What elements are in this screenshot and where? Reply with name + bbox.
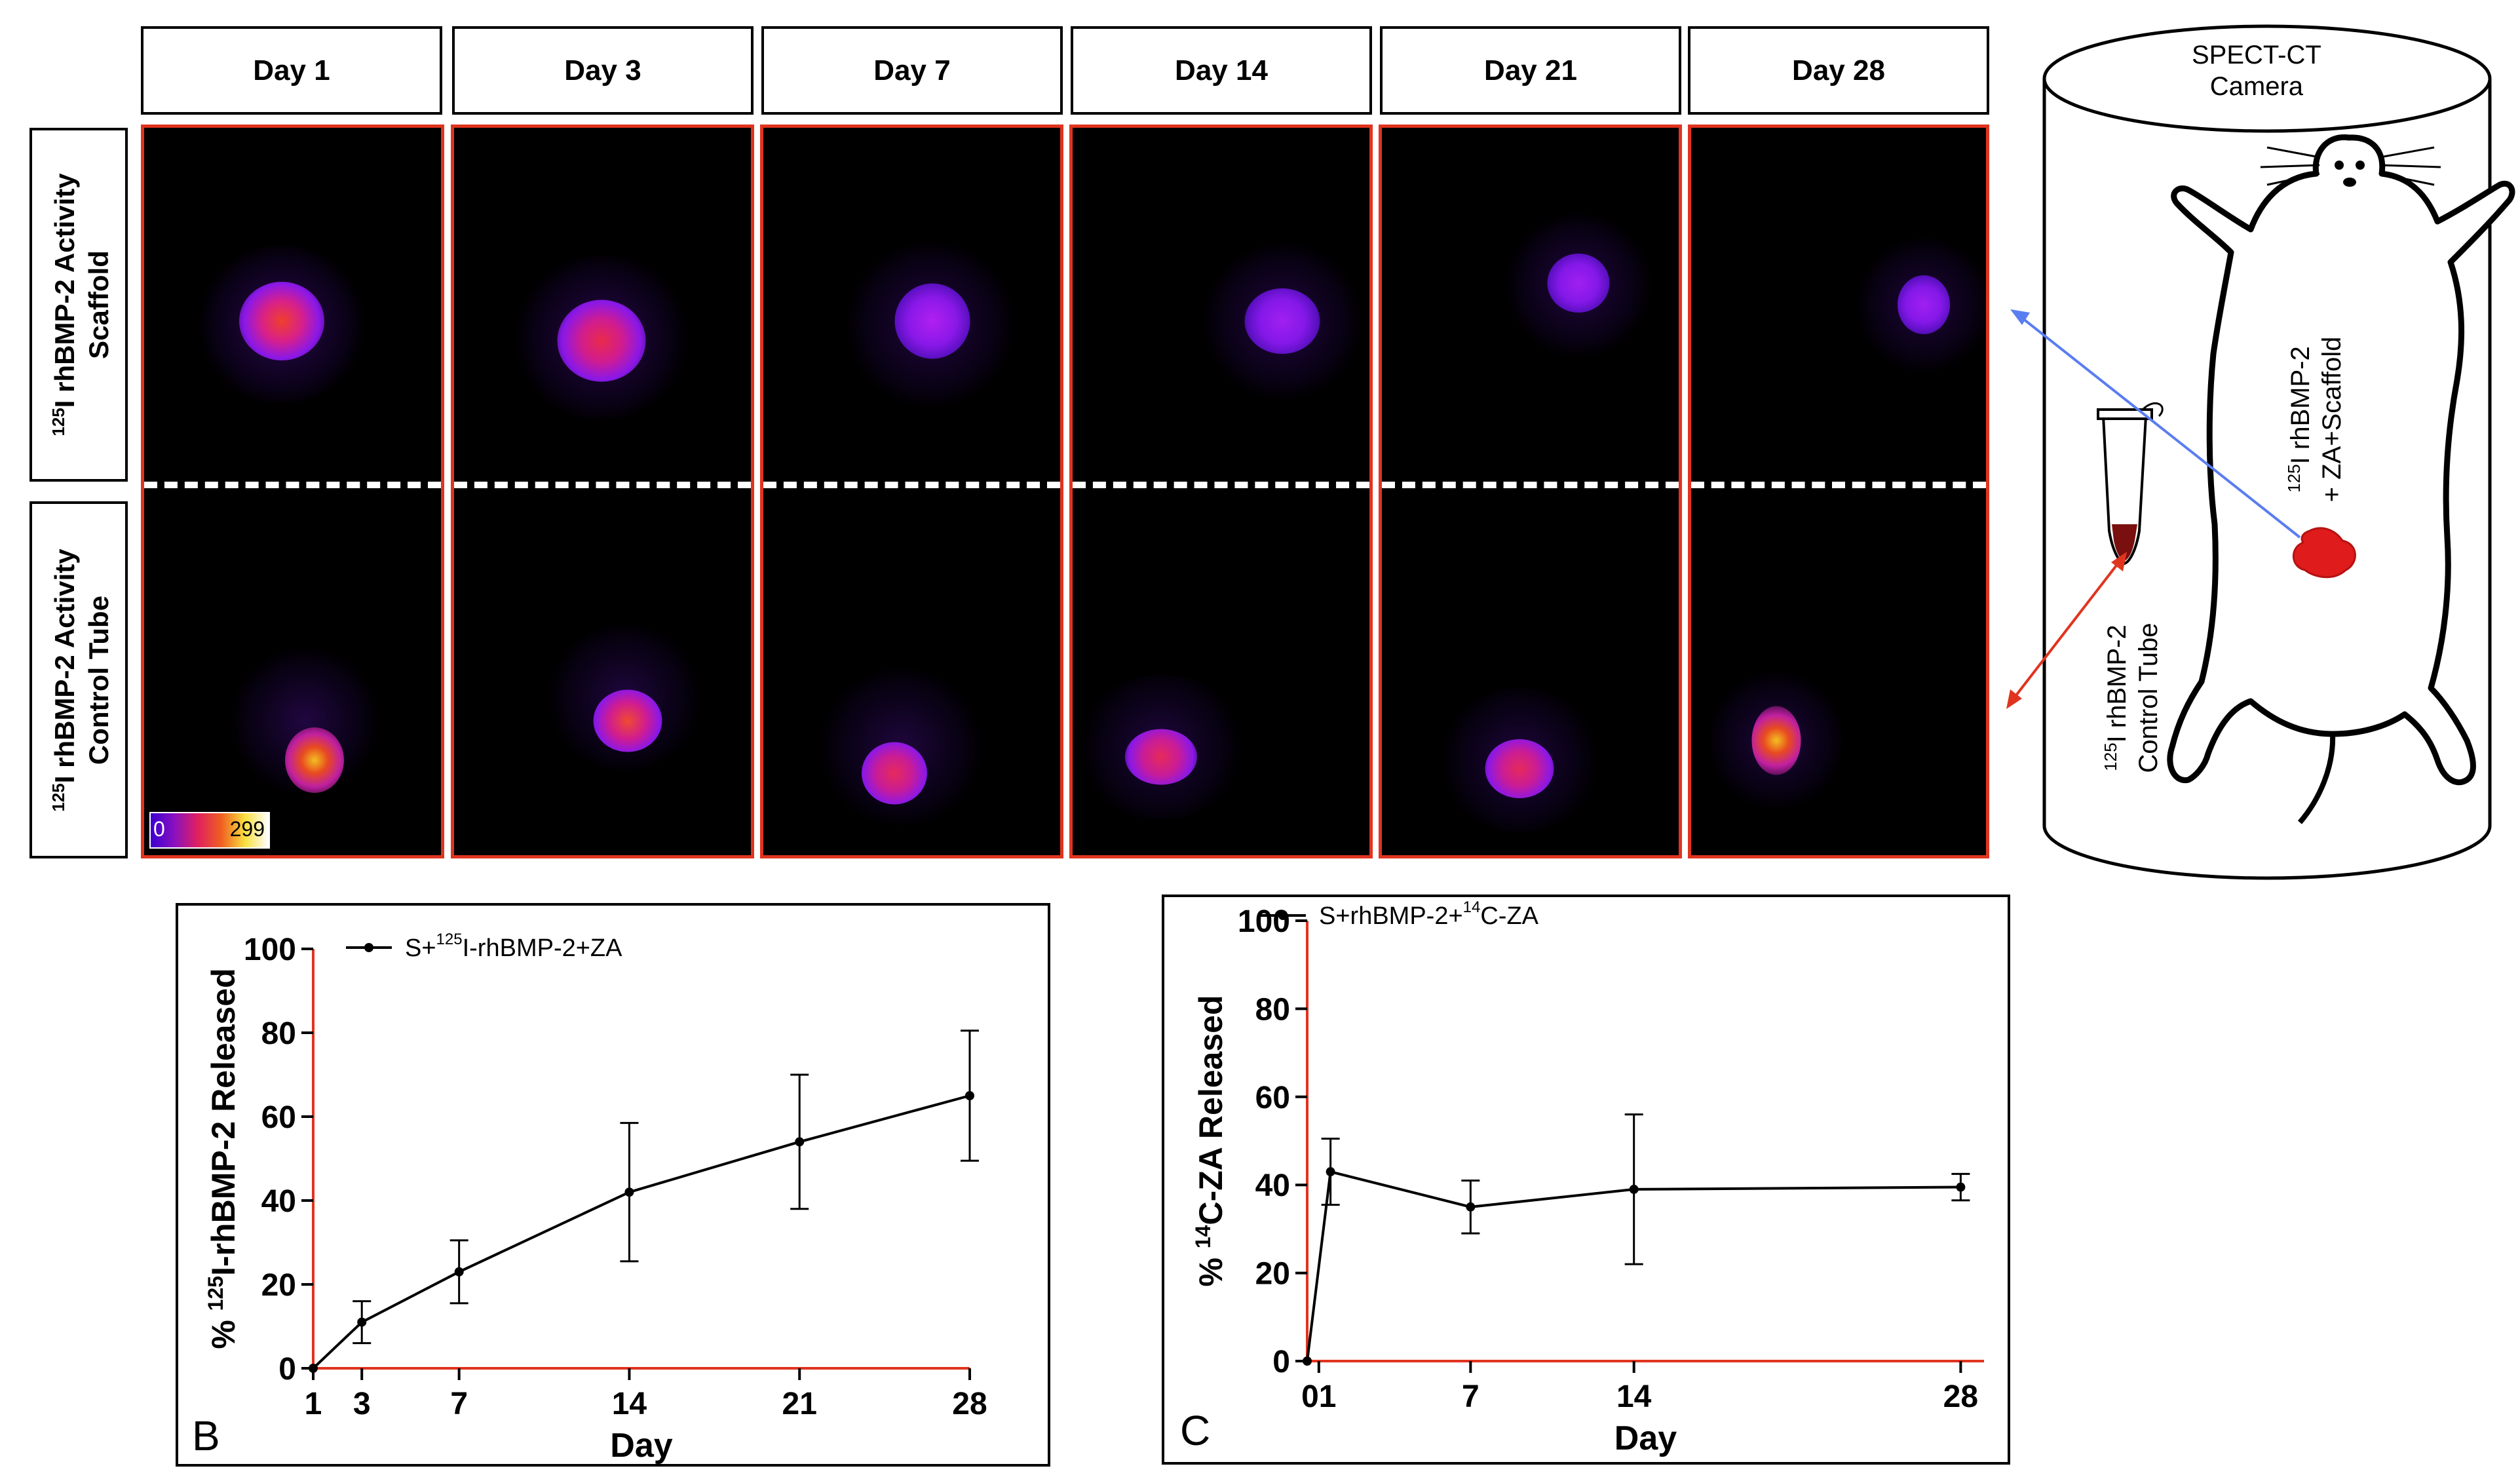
spect-image-day-1: 0 299 [141, 125, 444, 858]
spect-image-day-3 [451, 125, 754, 858]
tube-label-sup: 125 [2100, 742, 2120, 771]
data-point [624, 1187, 634, 1197]
scaffold-label-line1: I rhBMP-2 [2286, 346, 2316, 465]
row-label-control-tube: 125I rhBMP-2 Activity Control Tube [29, 501, 128, 858]
camera-label-line1: SPECT-CT [2192, 41, 2321, 69]
x-tick-label: 3 [353, 1387, 371, 1421]
data-point [1326, 1167, 1335, 1177]
spect-image-day-21 [1379, 125, 1682, 858]
data-point [309, 1364, 318, 1373]
row-label-scaffold-line1: I rhBMP-2 Activity [49, 173, 80, 408]
colorbar-min: 0 [153, 817, 165, 841]
day-header-14: Day 14 [1071, 26, 1372, 115]
y-tick-label: 80 [1255, 992, 1290, 1027]
y-tick-label: 60 [261, 1100, 296, 1135]
y-tick-label: 20 [1255, 1257, 1290, 1292]
legend-marker [1278, 911, 1288, 920]
x-tick-label: 28 [1943, 1379, 1978, 1414]
y-axis-title: % 14C-ZA Released [1191, 995, 1229, 1287]
y-tick-label: 80 [261, 1016, 296, 1051]
x-axis-title: Day [1614, 1419, 1677, 1457]
day-header-28: Day 28 [1688, 26, 1989, 115]
scaffold-label: 125I rhBMP-2 + ZA+Scaffold [2278, 337, 2348, 503]
data-point [357, 1317, 367, 1327]
day-header-3: Day 3 [452, 26, 754, 115]
scaffold-implant [2292, 527, 2356, 579]
x-tick-label: 7 [1462, 1379, 1480, 1414]
spect-ct-schematic [2006, 24, 2515, 880]
chart-c-frame [1162, 894, 2010, 1465]
data-point [454, 1267, 464, 1277]
x-tick-label: 1 [305, 1387, 322, 1421]
scaffold-label-sup: 125 [2283, 464, 2304, 493]
camera-label-line2: Camera [2209, 72, 2304, 101]
y-axis-title: % 125I-rhBMP-2 Released [204, 968, 242, 1349]
data-point [1629, 1184, 1639, 1194]
data-point [795, 1137, 805, 1147]
colorbar-max: 299 [229, 817, 265, 841]
row-label-tube-sup: 125 [48, 782, 68, 812]
y-tick-label: 100 [244, 933, 296, 967]
tube-label: 125I rhBMP-2 Control Tube [2095, 623, 2164, 773]
y-tick-label: 20 [261, 1268, 296, 1303]
y-tick-label: 40 [1255, 1168, 1290, 1203]
y-tick-label: 100 [1238, 904, 1290, 939]
blue-arrow [2018, 315, 2301, 539]
y-tick-label: 0 [1272, 1345, 1290, 1379]
x-tick-label: 14 [1616, 1379, 1652, 1414]
chart-c: 0 20 40 60 80 100 01 7 14 28 S+rhBMP-2+14C-ZA Day % … [1180, 898, 1984, 1457]
scaffold-label-line2: + ZA+Scaffold [2318, 336, 2347, 503]
x-tick-label: 14 [612, 1387, 647, 1421]
mouse-outline [2167, 134, 2515, 786]
spect-image-day-14 [1069, 125, 1373, 858]
row-label-tube-line1: I rhBMP-2 Activity [49, 548, 80, 783]
spect-image-day-7 [760, 125, 1063, 858]
y-tick-label: 40 [261, 1184, 296, 1219]
colorbar: 0 299 [149, 812, 270, 849]
day-header-1: Day 1 [141, 26, 442, 115]
row-label-scaffold: 125I rhBMP-2 Activity Scaffold [29, 128, 128, 482]
x-tick-label: 01 [1301, 1379, 1336, 1414]
chart-b: 0 20 40 60 80 100 1 3 7 14 21 28 S+125I-rhBMP-2+ZA Da… [192, 931, 987, 1465]
legend-label: S+125I-rhBMP-2+ZA [405, 931, 622, 962]
x-tick-label: 21 [782, 1387, 817, 1421]
panel-letter: B [192, 1412, 220, 1459]
data-point [1956, 1182, 1966, 1192]
tube-label-line2: Control Tube [2134, 623, 2164, 773]
series-line [312, 1094, 970, 1370]
tube-label-line1: I rhBMP-2 [2103, 625, 2132, 743]
panel-letter: C [1180, 1407, 1210, 1454]
row-label-tube-line2: Control Tube [83, 595, 114, 765]
day-header-21: Day 21 [1380, 26, 1681, 115]
chart-b-frame [176, 903, 1050, 1467]
row-label-scaffold-sup: 125 [48, 408, 68, 436]
data-point [965, 1091, 974, 1100]
y-tick-label: 0 [278, 1352, 296, 1387]
spect-image-day-28 [1688, 125, 1989, 858]
legend-label: S+rhBMP-2+14C-ZA [1319, 898, 1539, 930]
x-tick-label: 7 [450, 1387, 468, 1421]
data-point [1466, 1202, 1476, 1212]
x-tick-label: 28 [952, 1387, 987, 1421]
red-arrow [2010, 556, 2124, 702]
data-point [1303, 1356, 1312, 1366]
x-axis-title: Day [610, 1427, 672, 1465]
legend-marker [364, 943, 373, 952]
row-label-scaffold-line2: Scaffold [83, 250, 114, 359]
day-header-7: Day 7 [761, 26, 1063, 115]
camera-label: SPECT-CT Camera [2192, 39, 2321, 102]
y-tick-label: 60 [1255, 1081, 1290, 1115]
